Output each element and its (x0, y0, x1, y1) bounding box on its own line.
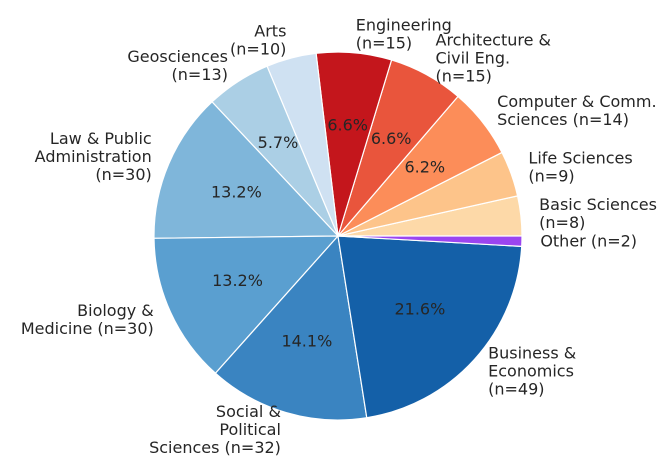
category-label-line: (n=15) (356, 33, 412, 52)
category-label-line: Sciences (n=32) (149, 438, 281, 457)
value-label: 13.2% (211, 182, 262, 201)
category-label-line: Basic Sciences (539, 194, 657, 213)
category-label-line: Medicine (n=30) (21, 318, 154, 337)
category-label-line: (n=49) (488, 379, 544, 398)
category-label-line: (n=15) (436, 66, 492, 85)
pie-slice (337, 235, 523, 419)
category-label-line: Arts (254, 21, 286, 40)
category-label-line: Civil Eng. (436, 48, 511, 67)
category-label: Engineering (n=15) (356, 15, 452, 52)
category-label: Business & Economics (n=49) (488, 343, 576, 398)
category-label-line: (n=13) (172, 65, 228, 84)
category-label: Architecture & Civil Eng. (n=15) (436, 30, 552, 85)
pie-slice (153, 101, 340, 239)
pie-slice (153, 235, 340, 375)
value-label: 13.2% (212, 271, 263, 290)
category-label-line: Sciences (n=14) (497, 109, 629, 128)
category-label-line: Economics (488, 361, 574, 380)
category-label: Geosciences (n=13) (127, 47, 228, 84)
category-label: Social & Political Sciences (n=32) (149, 402, 281, 457)
category-label: Computer & Comm. Sciences (n=14) (497, 91, 656, 128)
category-label: Life Sciences (n=9) (528, 148, 632, 185)
category-label-line: Computer & Comm. (497, 91, 656, 110)
category-label-line: Law & Public (50, 128, 152, 147)
value-label: 21.6% (394, 300, 445, 319)
category-label-line: (n=10) (230, 39, 286, 58)
category-label: Law & Public Administration (n=30) (35, 128, 152, 183)
value-label: 6.6% (327, 116, 368, 135)
value-label: 5.7% (258, 133, 299, 152)
category-label-line: Engineering (356, 15, 452, 34)
category-label-line: Geosciences (127, 47, 228, 66)
category-label-line: Administration (35, 146, 152, 165)
category-label-line: Architecture & (436, 30, 552, 49)
category-label-line: Life Sciences (528, 148, 632, 167)
category-label-line: Biology & (77, 300, 154, 319)
category-label-line: (n=8) (539, 212, 585, 231)
category-label-line: Political (219, 420, 281, 439)
category-label-line: (n=30) (95, 164, 151, 183)
category-label-line: (n=9) (528, 166, 574, 185)
category-label-line: Business & (488, 343, 576, 362)
category-label: Arts (n=10) (230, 21, 286, 58)
category-label-line: Other (n=2) (540, 231, 637, 250)
value-label: 14.1% (281, 331, 332, 350)
category-label: Biology & Medicine (n=30) (21, 300, 154, 337)
pie-slice (337, 235, 523, 248)
value-label: 6.2% (404, 157, 445, 176)
category-label: Basic Sciences (n=8) (539, 194, 657, 231)
pie-slice (214, 234, 368, 421)
category-label-line: Social & (216, 402, 281, 421)
category-label: Other (n=2) (540, 231, 637, 250)
value-label: 6.6% (371, 129, 412, 148)
